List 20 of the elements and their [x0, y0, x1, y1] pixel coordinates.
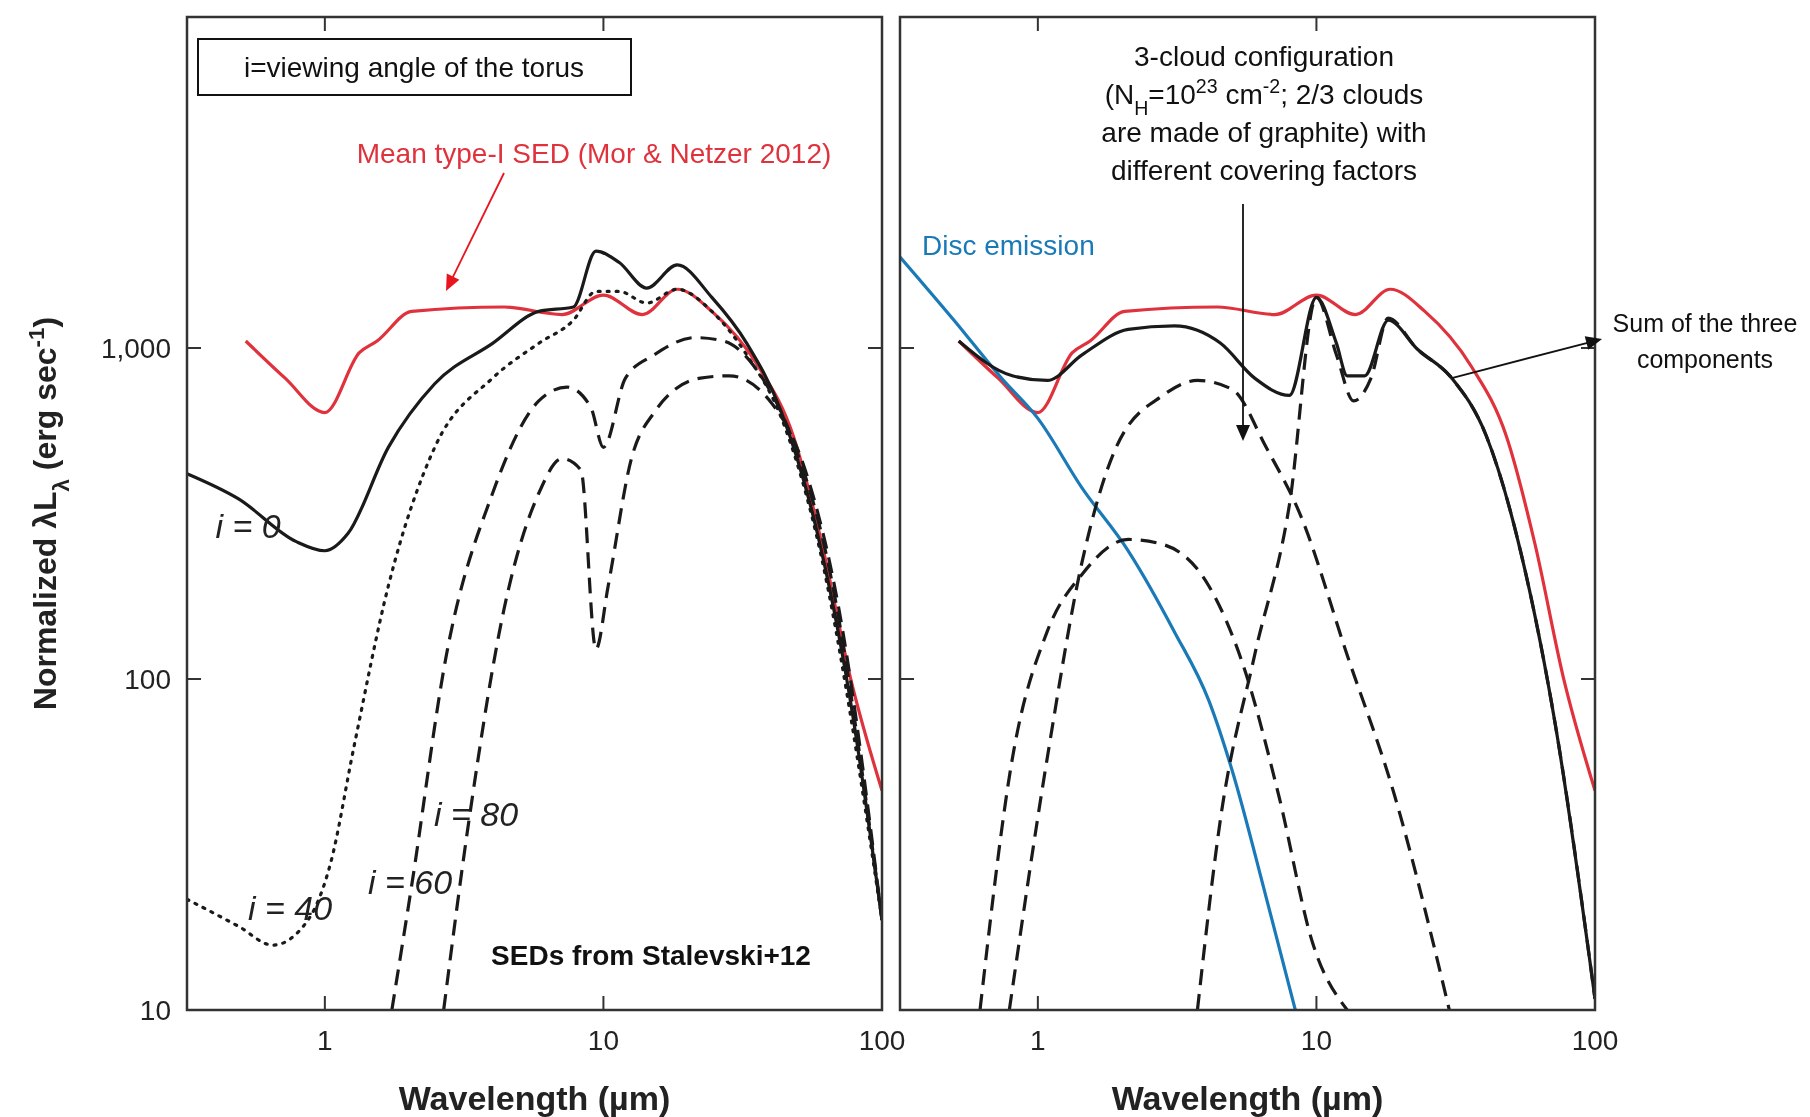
y-tick-label: 1,000	[100, 333, 171, 364]
annotation: i = 60	[367, 863, 453, 901]
y-tick-label: 10	[139, 995, 171, 1026]
x-axis-title: Wavelength (µm)	[398, 1079, 671, 1117]
annotation: SEDs from Stalevski+12	[491, 940, 811, 971]
annotation: Sum of the three components	[1612, 309, 1798, 373]
x-tick-label: 100	[1571, 1025, 1619, 1056]
x-tick-label: 10	[587, 1025, 619, 1056]
x-tick-label: 1	[317, 1025, 333, 1056]
x-tick-label: 1	[1030, 1025, 1046, 1056]
annotation: i = 40	[247, 889, 333, 927]
y-tick-label: 100	[124, 664, 171, 695]
x-tick-label: 10	[1300, 1025, 1332, 1056]
x-axis-title: Wavelength (µm)	[1111, 1079, 1384, 1117]
annotation: Mean type-I SED (Mor & Netzer 2012)	[356, 138, 832, 169]
x-tick-label: 100	[858, 1025, 906, 1056]
annotation: i = 80	[433, 795, 519, 833]
text: 3-cloud configuration (N$_{H}$=10$^{23}$ cm$^{-2}$; 2/3 clouds are made of graphite) with different covering factors	[1101, 41, 1427, 186]
annotation: i=viewing angle of the torus	[243, 52, 585, 83]
series-label: Disc emission	[922, 229, 1095, 261]
